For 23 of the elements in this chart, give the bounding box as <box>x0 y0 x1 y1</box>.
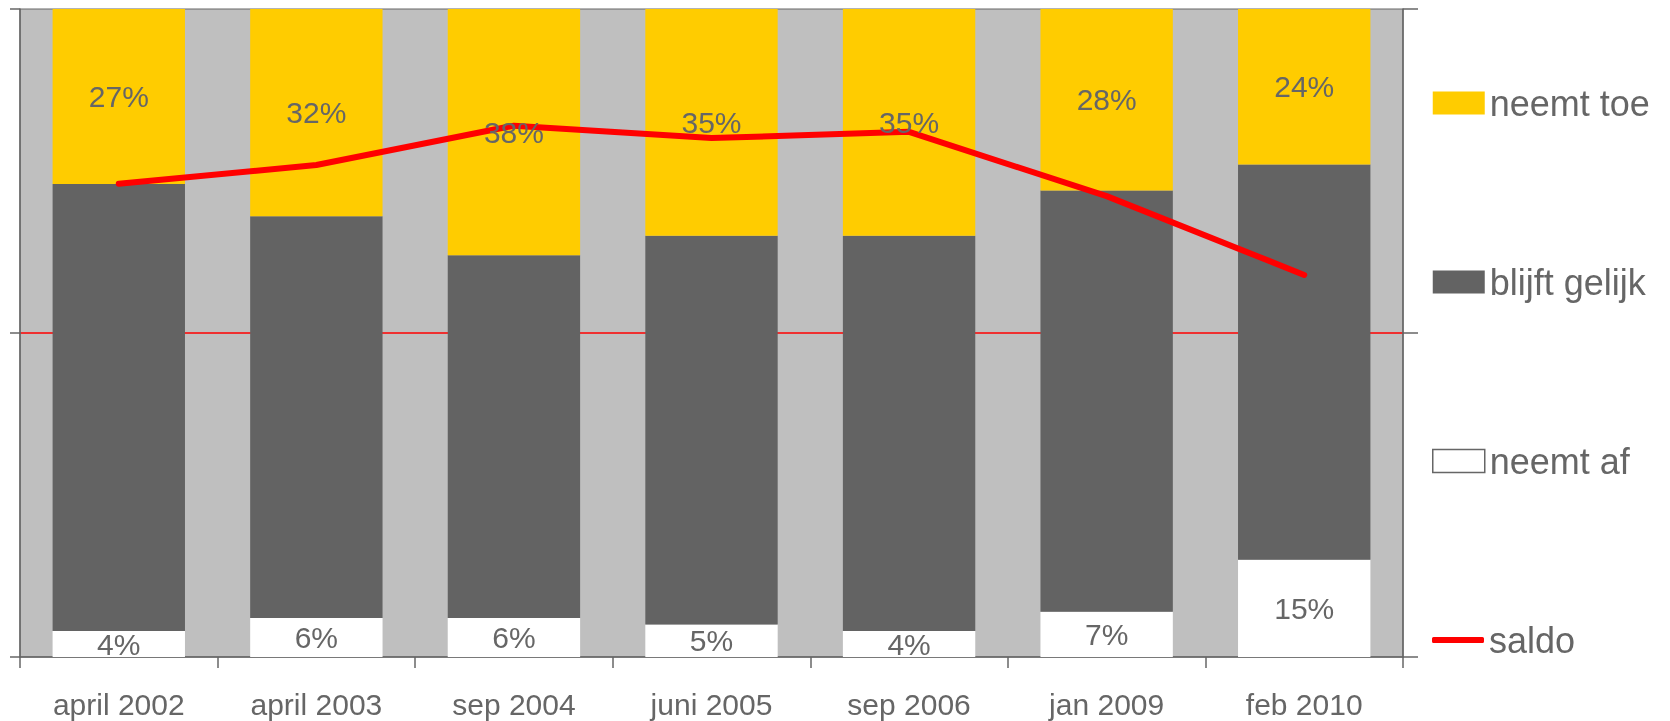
x-tick-label: april 2003 <box>250 687 383 721</box>
legend-label: blijft gelijk <box>1489 261 1647 303</box>
data-label: 24% <box>1274 70 1335 104</box>
data-label: 6% <box>492 621 536 655</box>
data-label: 28% <box>1076 83 1137 117</box>
x-tick-label: juni 2005 <box>649 687 773 721</box>
x-tick-label: feb 2010 <box>1245 687 1363 721</box>
x-tick-label: sep 2004 <box>452 687 576 721</box>
x-tick-label: sep 2006 <box>847 687 971 721</box>
data-label: 6% <box>294 621 339 655</box>
x-tick-label: jan 2009 <box>1048 687 1165 721</box>
data-label: 32% <box>286 96 347 130</box>
data-label: 4% <box>97 627 141 661</box>
legend-label: saldo <box>1489 619 1576 661</box>
data-label: 27% <box>88 79 149 113</box>
legend-label: neemt toe <box>1489 82 1650 124</box>
data-label: 15% <box>1274 591 1335 625</box>
data-label: 5% <box>689 624 734 658</box>
data-label: 4% <box>887 627 931 661</box>
data-label: 35% <box>681 105 742 139</box>
legend-label: neemt af <box>1489 440 1631 482</box>
x-tick-label: april 2002 <box>52 687 185 721</box>
data-label: 7% <box>1084 617 1129 651</box>
